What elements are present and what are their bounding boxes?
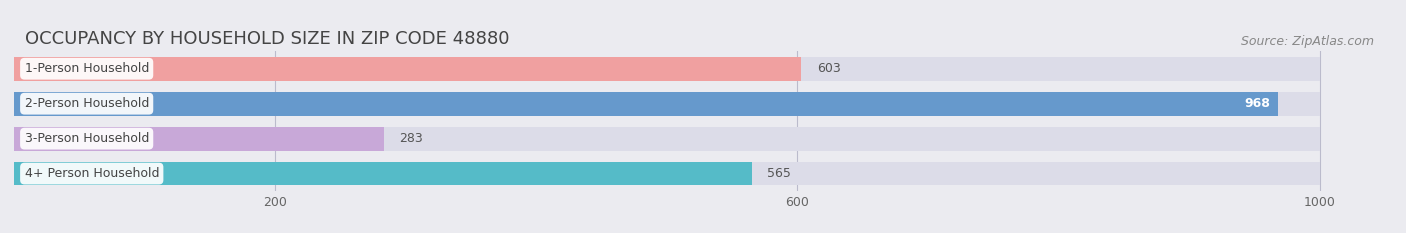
Text: Source: ZipAtlas.com: Source: ZipAtlas.com (1241, 35, 1374, 48)
Bar (14, 127, 384, 151)
Text: OCCUPANCY BY HOUSEHOLD SIZE IN ZIP CODE 48880: OCCUPANCY BY HOUSEHOLD SIZE IN ZIP CODE … (25, 31, 509, 48)
Text: 1-Person Household: 1-Person Household (24, 62, 149, 75)
Bar (14, 92, 1278, 116)
Text: 4+ Person Household: 4+ Person Household (24, 167, 159, 180)
Bar (14, 162, 752, 185)
Text: 603: 603 (817, 62, 841, 75)
Bar (14, 162, 1320, 185)
Bar (14, 57, 1320, 81)
Text: 565: 565 (768, 167, 792, 180)
Bar (14, 57, 801, 81)
Bar (14, 127, 1320, 151)
Text: 283: 283 (399, 132, 423, 145)
Text: 3-Person Household: 3-Person Household (24, 132, 149, 145)
Bar (14, 92, 1320, 116)
Text: 968: 968 (1244, 97, 1270, 110)
Text: 2-Person Household: 2-Person Household (24, 97, 149, 110)
